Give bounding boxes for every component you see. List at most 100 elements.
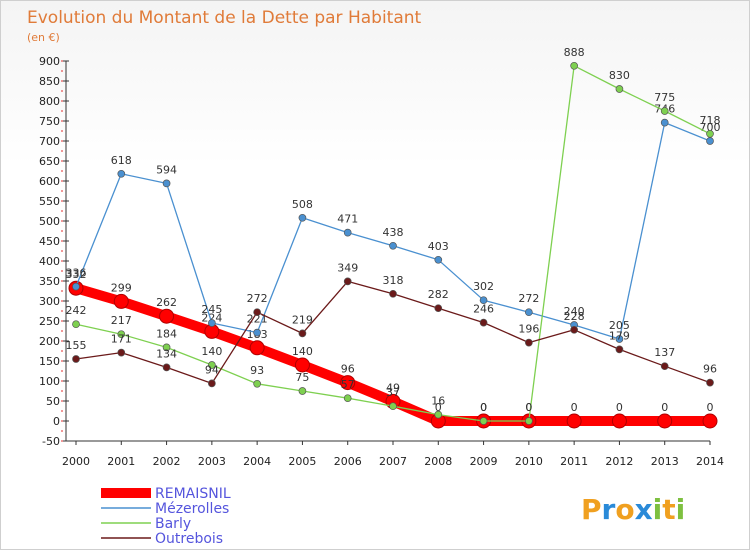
- series-mézerolles: 336 618 594 245 221 508 471 438 403 302 272 240 205 7…: [66, 103, 721, 343]
- data-point: [72, 355, 80, 363]
- data-point: [479, 296, 488, 305]
- y-tick-label: 300: [39, 295, 60, 308]
- x-tick-label: 2011: [560, 455, 588, 468]
- data-label: 205: [609, 319, 630, 332]
- data-label: 171: [111, 333, 132, 346]
- data-point: [343, 277, 352, 286]
- data-label: 179: [609, 329, 630, 342]
- data-label: 332: [66, 268, 87, 281]
- data-label: 96: [341, 363, 355, 376]
- data-point: [615, 345, 624, 354]
- y-tick-label: 550: [39, 195, 60, 208]
- y-tick-label: 500: [39, 215, 60, 228]
- data-point: [249, 340, 265, 356]
- y-tick-label: 850: [39, 75, 60, 88]
- data-point: [660, 107, 669, 115]
- data-point: [615, 335, 624, 343]
- data-point: [298, 387, 307, 395]
- data-point: [159, 308, 175, 324]
- data-point: [117, 330, 126, 339]
- data-label: 0: [525, 401, 532, 414]
- unit-label: (en €): [27, 31, 60, 44]
- data-point: [389, 289, 397, 298]
- data-label: 57: [341, 378, 355, 391]
- data-label: 508: [292, 198, 313, 211]
- y-tick-label: 450: [39, 235, 60, 248]
- x-tick-label: 2013: [651, 455, 679, 468]
- data-label: 775: [654, 91, 675, 104]
- x-tick-label: 2014: [696, 455, 724, 468]
- data-label: 94: [205, 363, 219, 376]
- data-point: [208, 361, 216, 369]
- data-point: [657, 413, 673, 429]
- data-label: 0: [661, 401, 668, 414]
- data-point: [389, 241, 397, 250]
- data-point: [253, 379, 261, 388]
- chart-title: Evolution du Montant de la Dette par Hab…: [27, 8, 422, 28]
- y-tick-label: 900: [39, 55, 60, 68]
- logo-letter: r: [602, 493, 616, 526]
- data-point: [298, 329, 307, 338]
- legend-label-remaisnil: REMAISNIL: [155, 486, 231, 502]
- legend-label-outrebois: Outrebois: [155, 531, 223, 547]
- data-point: [162, 343, 171, 352]
- data-label: 830: [609, 69, 630, 82]
- logo-letter: o: [615, 493, 634, 526]
- data-point: [434, 255, 443, 264]
- logo-letter: i: [653, 493, 663, 526]
- data-point: [706, 129, 714, 138]
- data-label: 196: [518, 323, 539, 336]
- data-label: 318: [383, 274, 404, 287]
- data-point: [434, 304, 443, 313]
- logo-letter: t: [662, 493, 675, 526]
- data-label: 594: [156, 163, 177, 176]
- data-point: [340, 375, 356, 391]
- data-label: 93: [250, 364, 264, 377]
- y-tick-label: 400: [39, 255, 60, 268]
- data-label: 336: [66, 267, 87, 280]
- data-label: 16: [431, 395, 445, 408]
- logo-letter: P: [581, 493, 602, 526]
- series-outrebois: 155 171 134 94 272 219 349 318 282 246 196 228 179 13…: [66, 261, 717, 388]
- data-label: 140: [292, 345, 313, 358]
- x-tick-label: 2007: [379, 455, 407, 468]
- data-point: [615, 85, 624, 93]
- series-layer: 3322992622241831409649000000033661859424…: [66, 46, 721, 429]
- data-label: 240: [564, 305, 585, 318]
- data-label: 221: [247, 313, 268, 326]
- x-tick-label: 2009: [470, 455, 498, 468]
- data-point: [208, 379, 216, 388]
- data-label: 618: [111, 154, 132, 167]
- data-label: 0: [525, 401, 532, 414]
- data-point: [389, 402, 397, 411]
- data-label: 219: [292, 313, 313, 326]
- data-label: 0: [571, 401, 578, 414]
- data-point: [343, 228, 352, 237]
- x-tick-label: 2000: [62, 455, 90, 468]
- data-point: [702, 413, 718, 429]
- y-tick-label: 100: [39, 375, 60, 388]
- legend-label-barly: Barly: [155, 516, 191, 532]
- x-tick-label: 2001: [107, 455, 135, 468]
- x-tick-label: 2004: [243, 455, 271, 468]
- data-point: [525, 308, 533, 317]
- data-point: [660, 362, 669, 371]
- data-point: [117, 169, 126, 178]
- data-point: [253, 308, 261, 317]
- data-point: [570, 325, 578, 334]
- y-tick-label: 800: [39, 95, 60, 108]
- data-label: 184: [156, 327, 177, 340]
- data-point: [525, 338, 533, 347]
- x-tick-label: 2008: [424, 455, 452, 468]
- data-point: [162, 179, 171, 188]
- data-point: [72, 282, 80, 291]
- data-point: [611, 413, 627, 429]
- data-label: 718: [700, 114, 721, 127]
- data-label: 75: [295, 371, 309, 384]
- data-point: [113, 293, 129, 309]
- data-label: 0: [480, 401, 487, 414]
- data-point: [706, 137, 714, 145]
